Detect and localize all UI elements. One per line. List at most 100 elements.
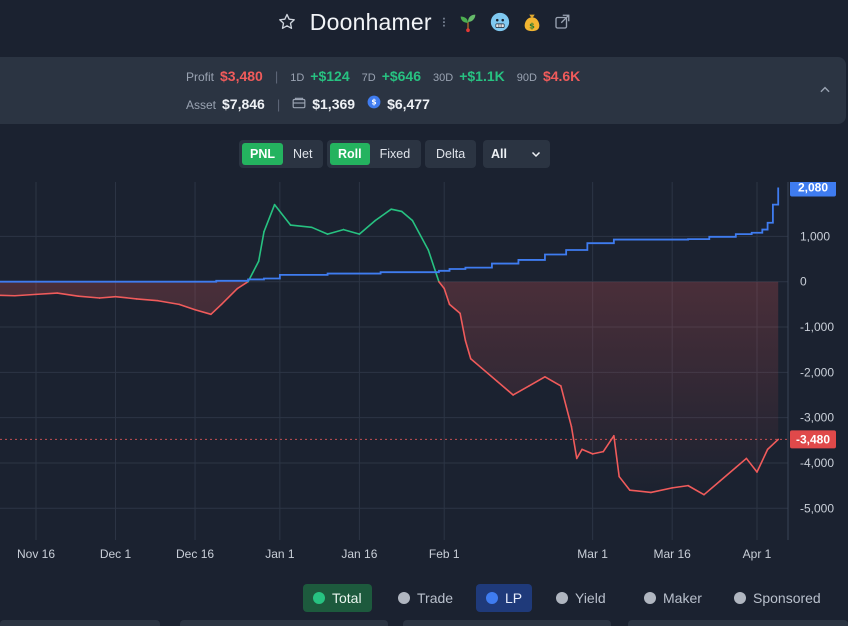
legend-sponsored[interactable]: Sponsored xyxy=(724,584,831,612)
total-line-segment xyxy=(273,203,292,226)
total-line-segment xyxy=(650,487,673,494)
legend-dot xyxy=(313,592,325,604)
total-line-segment xyxy=(448,303,461,315)
stats-panel: Profit $3,480 | 1D +$124 7D +$646 30D +$… xyxy=(0,57,846,124)
legend-total[interactable]: Total xyxy=(303,584,372,612)
total-line-segment xyxy=(745,457,758,473)
x-tick-label: Dec 16 xyxy=(176,547,214,561)
divider: | xyxy=(274,69,279,84)
cold-face-emoji-icon xyxy=(488,10,512,34)
total-line-segment xyxy=(194,308,212,316)
total-line-segment xyxy=(464,339,472,360)
total-line-segment xyxy=(528,376,546,387)
x-tick-label: Mar 16 xyxy=(653,547,691,561)
profit-label: Profit xyxy=(186,70,215,84)
total-line-segment xyxy=(374,208,392,222)
legend-dot xyxy=(398,592,410,604)
total-line-segment xyxy=(438,280,446,290)
d7-value: +$646 xyxy=(381,68,422,84)
x-tick-label: Feb 1 xyxy=(429,547,460,561)
total-last-value-badge: -3,480 xyxy=(790,430,836,449)
roll-fixed-toggle: Roll Fixed xyxy=(327,140,422,168)
x-tick-label: Mar 1 xyxy=(577,547,608,561)
legend-maker[interactable]: Maker xyxy=(634,584,712,612)
range-select-value: All xyxy=(491,147,507,161)
bottom-tabs xyxy=(0,618,848,626)
bottom-tab[interactable] xyxy=(0,620,160,626)
lp-last-value-badge: 2,080 xyxy=(790,178,836,197)
bottom-tab[interactable] xyxy=(628,620,848,626)
legend-dot xyxy=(734,592,746,604)
pnl-button[interactable]: PNL xyxy=(242,143,283,165)
page-title: Doonhamer xyxy=(309,8,432,35)
sprout-emoji-icon xyxy=(456,10,480,34)
d90-label: 90D xyxy=(516,72,537,84)
total-line-segment xyxy=(401,210,414,222)
stablecoin-icon: $ xyxy=(367,95,381,112)
total-line-segment xyxy=(98,295,117,299)
total-line-segment xyxy=(411,219,430,251)
total-line-segment xyxy=(247,260,260,283)
total-line-segment xyxy=(570,425,578,460)
legend-dot xyxy=(486,592,498,604)
chevron-down-icon xyxy=(531,151,541,158)
wallet-icon xyxy=(292,97,306,112)
d30-value: +$1.1K xyxy=(459,68,505,84)
total-line-segment xyxy=(560,385,573,428)
x-tick-label: Dec 1 xyxy=(100,547,132,561)
y-tick-label: 1,000 xyxy=(800,229,830,243)
total-line-segment xyxy=(77,295,101,299)
total-line-segment xyxy=(13,293,37,297)
negative-area-fill xyxy=(0,281,779,495)
delta-button[interactable]: Delta xyxy=(436,147,466,161)
fixed-button[interactable]: Fixed xyxy=(379,147,411,161)
chart-controls: PNL Net Roll Fixed Delta All xyxy=(0,140,848,168)
total-line-segment xyxy=(459,312,467,342)
legend-dot xyxy=(556,592,568,604)
external-link-icon[interactable] xyxy=(552,12,572,32)
lp-last-value-badge-text: 2,080 xyxy=(798,182,828,194)
legend-trade-label: Trade xyxy=(417,590,454,606)
roll-button[interactable]: Roll xyxy=(330,143,370,165)
profit-value: $3,480 xyxy=(220,68,263,84)
total-line-segment xyxy=(390,208,403,213)
legend-yield[interactable]: Yield xyxy=(546,584,616,612)
pnl-net-toggle: PNL Net xyxy=(239,140,324,168)
d90-value: $4.6K xyxy=(542,68,581,84)
star-icon[interactable] xyxy=(276,11,298,33)
legend-yield-label: Yield xyxy=(575,590,606,606)
total-line-segment xyxy=(427,249,440,283)
total-line-segment xyxy=(719,466,737,482)
svg-text:$: $ xyxy=(371,98,376,107)
legend-trade[interactable]: Trade xyxy=(388,584,463,612)
total-line-segment xyxy=(602,434,615,453)
total-line-segment xyxy=(157,299,180,306)
total-line-segment xyxy=(703,480,721,496)
d7-label: 7D xyxy=(361,72,376,84)
divider: | xyxy=(276,97,281,112)
bottom-tab[interactable] xyxy=(180,620,388,626)
asset-row: Asset $7,846 | $1,369 $ $6,477 xyxy=(186,95,430,112)
chevron-up-icon[interactable] xyxy=(818,83,832,97)
stablecoin-value: $6,477 xyxy=(387,96,430,112)
y-tick-label: -1,000 xyxy=(800,320,834,334)
dots-icon[interactable]: ⁝ xyxy=(441,13,447,30)
net-button[interactable]: Net xyxy=(293,147,313,161)
range-select[interactable]: All xyxy=(483,140,550,168)
total-line-segment xyxy=(236,280,249,290)
total-line-segment xyxy=(613,434,620,478)
pnl-chart[interactable]: Nov 16 Dec 1 Dec 16 Jan 1 Jan 16 Feb 1 Mar 1 Ma… xyxy=(0,178,848,572)
x-tick-label: Jan 16 xyxy=(341,547,377,561)
bottom-tab[interactable] xyxy=(403,620,611,626)
x-tick-label: Nov 16 xyxy=(17,547,55,561)
total-line-segment xyxy=(496,380,514,396)
legend-lp[interactable]: LP xyxy=(476,584,533,612)
asset-label: Asset xyxy=(186,98,217,112)
svg-text:$: $ xyxy=(529,20,535,30)
total-line-segment xyxy=(443,287,451,306)
total-last-value-badge-text: -3,480 xyxy=(796,432,830,446)
y-tick-label: 0 xyxy=(800,275,807,289)
total-line-segment xyxy=(575,448,583,460)
total-line-segment xyxy=(469,357,483,369)
total-line-segment xyxy=(210,303,223,316)
